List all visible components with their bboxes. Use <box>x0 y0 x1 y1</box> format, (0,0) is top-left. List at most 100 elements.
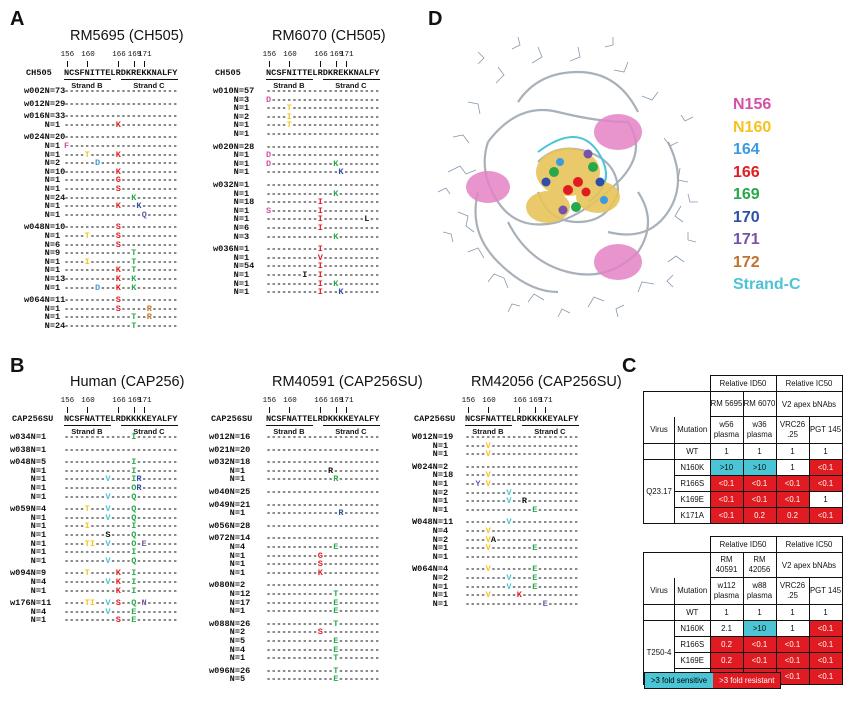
reference-name: CH505 <box>26 68 52 78</box>
mutation-residue: I <box>302 270 308 280</box>
sequence-count: N=19 <box>432 432 454 442</box>
env-trimer-structure-image <box>437 36 698 318</box>
bnab-header: V2 apex bNAbs <box>775 391 843 417</box>
position-tick-label: 166 <box>513 397 527 405</box>
mutation-residue: T <box>84 231 90 241</box>
sequence-count: N=1 <box>30 585 47 596</box>
sequence-row: N=1 ----------K--T-------- <box>44 265 178 276</box>
mutation-residue: S <box>115 231 121 241</box>
sequence-row: w080N=2 ---------------------- <box>209 580 380 591</box>
sequence-row: N=1 ----T----------------- <box>233 103 380 114</box>
sequence-count: N=1 <box>229 465 246 476</box>
sequence-count: N=1 <box>30 530 47 540</box>
position-tick-label: 156 <box>262 51 277 59</box>
position-tick <box>335 61 337 67</box>
timepoint-label: w094 <box>10 568 31 579</box>
sequence-row: w064N=11----------S----------- <box>24 295 178 306</box>
value-cell: 1 <box>775 620 810 637</box>
mutation-residue: K <box>333 158 339 169</box>
sequence-row: N=1 ----------G----------- <box>229 550 380 561</box>
sequence-row: N=12 -------------T-------- <box>229 589 380 599</box>
mutation-residue: V <box>485 534 491 545</box>
mutation-residue: V <box>485 440 491 451</box>
mutation-residue: K <box>333 231 339 242</box>
sequence-row: N=1 -------------R-------- <box>229 474 380 485</box>
virus-name: Q23.17 <box>643 459 675 524</box>
mutation-residue: R <box>521 496 528 507</box>
timepoint-label: W012 <box>412 432 433 442</box>
sequence-row: N=1 D--------------------- <box>233 150 380 161</box>
alignment-title: RM42056 (CAP256SU) <box>471 374 622 390</box>
sequence-row: N=1 --Y-V----------------- <box>432 479 579 489</box>
value-cell: <0.1 <box>808 475 843 492</box>
sequence-count: N=1 <box>44 256 61 267</box>
value-cell: <0.1 <box>709 491 744 508</box>
mutation-residue: E <box>333 644 339 655</box>
mutation-residue: T <box>131 265 137 276</box>
sequence-count: N=1 <box>233 180 250 190</box>
sequence-row: N=1 -------------E-------- <box>432 504 579 515</box>
sequence-count: N=1 <box>229 567 246 578</box>
mutation-residue: I <box>317 270 323 280</box>
sequence-row: N=4 ----V----------------- <box>432 526 579 536</box>
residue-spheres <box>541 149 608 215</box>
mutation-residue: K <box>115 265 121 276</box>
value-cell: 1 <box>742 443 777 460</box>
sequence-row: N=2 ----I----------------- <box>233 111 380 122</box>
legend-item: N160 <box>733 118 772 136</box>
mutation-residue: T <box>84 504 90 515</box>
position-tick <box>335 407 337 413</box>
mutation-residue: I <box>317 205 323 216</box>
mutation-residue: G <box>317 550 323 561</box>
sequence-row: N=1 ------------R--------- <box>229 465 380 476</box>
column-header: Virus <box>643 577 675 605</box>
column-header: Virus <box>643 416 675 444</box>
mutation-residue: I <box>131 457 137 468</box>
sequence-count: N=1 <box>229 508 246 519</box>
mutation-residue: G <box>115 175 121 186</box>
mutation-residue: I <box>131 547 137 558</box>
timepoint-label: w016 <box>24 111 45 122</box>
panel-label-a: A <box>10 8 25 30</box>
header-ic50: Relative IC50 <box>775 536 843 553</box>
position-tick-label: 171 <box>138 397 152 405</box>
value-cell: <0.1 <box>742 636 777 653</box>
sequence-row: N=1 ----------K--I-------- <box>30 585 178 596</box>
mutation-residue: V <box>485 479 491 489</box>
column-header: PGT 145 <box>808 416 843 444</box>
value-cell: <0.1 <box>742 652 777 669</box>
position-tick-label: 171 <box>340 397 354 405</box>
timepoint-label: w048 <box>24 222 45 233</box>
mutation-residue: S <box>115 303 121 314</box>
sequence-count: N=5 <box>30 457 47 468</box>
sequence-row: N=1 ----T-----S----------- <box>44 231 178 241</box>
mutation-residue: K <box>115 119 121 130</box>
position-tick <box>66 61 68 67</box>
timepoint-label: w072 <box>209 533 230 544</box>
sequence-row: N=1 --------V----E-------- <box>432 581 579 592</box>
sequence-count: N=1 <box>229 474 246 485</box>
sequence-count: N=1 <box>30 615 47 626</box>
mutation-residue: T <box>84 568 90 579</box>
sequence-count: N=1 <box>233 150 250 161</box>
sequence-count: N=4 <box>30 606 47 617</box>
sequence-count: N=9 <box>30 568 47 579</box>
sequence-row: N=1 ----------S----------- <box>229 559 380 570</box>
position-tick <box>534 407 536 413</box>
timepoint-label: w048 <box>10 457 31 468</box>
mutation-residue: D <box>265 94 272 105</box>
sequence-count: N=1 <box>44 149 61 160</box>
sequence-count: N=1 <box>30 512 47 523</box>
alignment-title: RM5695 (CH505) <box>70 28 184 44</box>
mutation-residue: K <box>338 167 344 178</box>
sequence-row: w002N=73---------------------- <box>24 86 178 96</box>
blank-cell <box>643 443 675 460</box>
sequence-count: N=1 <box>233 205 250 216</box>
header-ic50: Relative IC50 <box>775 375 843 392</box>
blank-cell <box>643 604 675 621</box>
mutation-residue: V <box>485 590 491 601</box>
neutralization-table: Relative ID50 Relative IC50 RM 5695 RM 6070… <box>643 375 843 524</box>
value-cell: <0.1 <box>742 491 777 508</box>
mutation-residue: S <box>105 530 111 540</box>
mutation-residue: Y <box>475 479 481 489</box>
